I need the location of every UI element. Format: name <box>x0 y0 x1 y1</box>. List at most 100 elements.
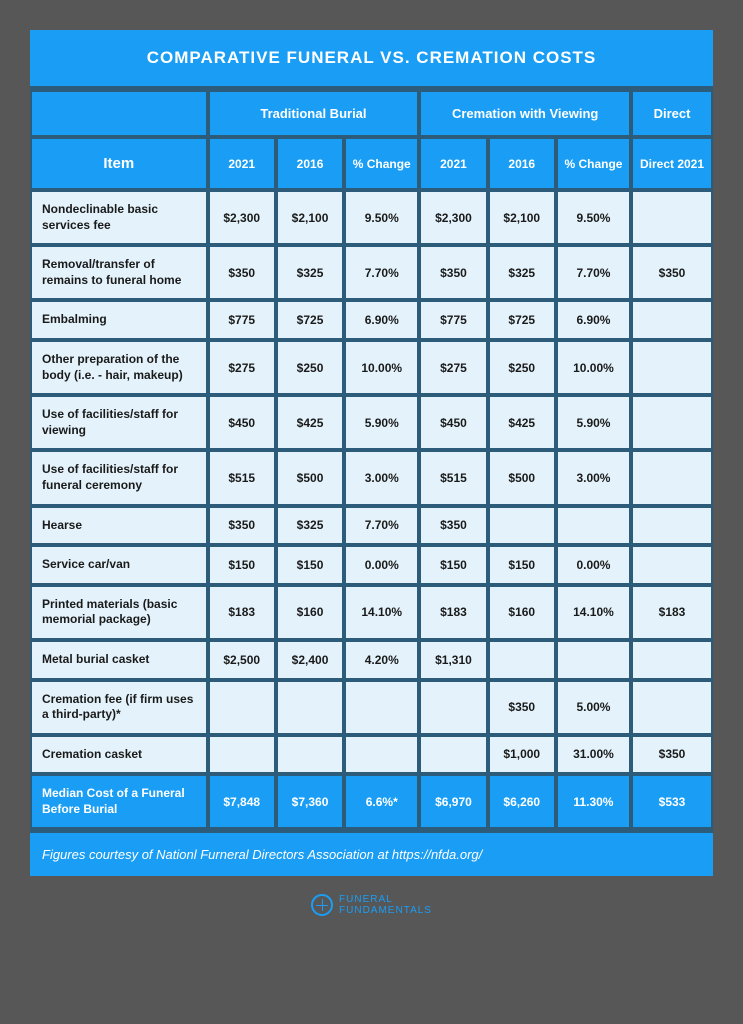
value-cell: $350 <box>488 680 556 735</box>
value-cell: $160 <box>276 585 344 640</box>
value-cell: 7.70% <box>344 245 419 300</box>
item-cell: Use of facilities/staff for viewing <box>30 395 208 450</box>
col-header-cv-2021: 2021 <box>419 137 487 190</box>
group-header-row: Traditional Burial Cremation with Viewin… <box>30 90 713 137</box>
value-cell: $725 <box>276 300 344 340</box>
total-row: Median Cost of a Funeral Before Burial$7… <box>30 774 713 829</box>
table-row: Nondeclinable basic services fee$2,300$2… <box>30 190 713 245</box>
source-note-text: Figures courtesy of Nationl Furneral Dir… <box>42 847 482 862</box>
value-cell: $250 <box>488 340 556 395</box>
value-cell: $500 <box>488 450 556 505</box>
value-cell: $150 <box>488 545 556 585</box>
value-cell <box>208 735 276 775</box>
value-cell: 5.90% <box>344 395 419 450</box>
table-row: Removal/transfer of remains to funeral h… <box>30 245 713 300</box>
value-cell: $2,100 <box>276 190 344 245</box>
table-row: Metal burial casket$2,500$2,4004.20%$1,3… <box>30 640 713 680</box>
value-cell: 7.70% <box>556 245 631 300</box>
value-cell: $350 <box>631 245 713 300</box>
item-cell: Metal burial casket <box>30 640 208 680</box>
value-cell <box>344 735 419 775</box>
footer-logo: FUNERAL FUNDAMENTALS <box>30 876 713 916</box>
item-cell: Nondeclinable basic services fee <box>30 190 208 245</box>
item-cell: Cremation fee (if firm uses a third-part… <box>30 680 208 735</box>
total-value-cell: $7,360 <box>276 774 344 829</box>
col-header-direct: Direct 2021 <box>631 137 713 190</box>
value-cell: $775 <box>208 300 276 340</box>
value-cell: $250 <box>276 340 344 395</box>
col-header-cv-pct: % Change <box>556 137 631 190</box>
value-cell <box>556 506 631 546</box>
value-cell: $425 <box>488 395 556 450</box>
table-row: Use of facilities/staff for viewing$450$… <box>30 395 713 450</box>
value-cell <box>488 640 556 680</box>
value-cell: $775 <box>419 300 487 340</box>
value-cell: 5.90% <box>556 395 631 450</box>
value-cell: $350 <box>208 245 276 300</box>
value-cell <box>276 680 344 735</box>
value-cell <box>631 506 713 546</box>
group-header-traditional: Traditional Burial <box>208 90 420 137</box>
value-cell <box>419 680 487 735</box>
table-row: Printed materials (basic memorial packag… <box>30 585 713 640</box>
total-value-cell: 11.30% <box>556 774 631 829</box>
value-cell: $2,100 <box>488 190 556 245</box>
value-cell: $500 <box>276 450 344 505</box>
value-cell: $515 <box>208 450 276 505</box>
group-header-direct: Direct <box>631 90 713 137</box>
table-row: Service car/van$150$1500.00%$150$1500.00… <box>30 545 713 585</box>
value-cell: $450 <box>419 395 487 450</box>
value-cell: 4.20% <box>344 640 419 680</box>
value-cell: $160 <box>488 585 556 640</box>
value-cell: 7.70% <box>344 506 419 546</box>
value-cell: $183 <box>631 585 713 640</box>
value-cell: 14.10% <box>344 585 419 640</box>
col-header-item: Item <box>30 137 208 190</box>
value-cell: $183 <box>208 585 276 640</box>
title-bar: COMPARATIVE FUNERAL VS. CREMATION COSTS <box>30 30 713 90</box>
value-cell <box>631 680 713 735</box>
value-cell: $425 <box>276 395 344 450</box>
value-cell <box>419 735 487 775</box>
value-cell: 0.00% <box>344 545 419 585</box>
table-row: Use of facilities/staff for funeral cere… <box>30 450 713 505</box>
item-cell: Embalming <box>30 300 208 340</box>
value-cell: $183 <box>419 585 487 640</box>
infographic-container: COMPARATIVE FUNERAL VS. CREMATION COSTS … <box>30 30 713 916</box>
value-cell: $150 <box>208 545 276 585</box>
logo-text: FUNERAL FUNDAMENTALS <box>339 894 432 916</box>
value-cell: $325 <box>276 245 344 300</box>
total-value-cell: $6,970 <box>419 774 487 829</box>
value-cell: 5.00% <box>556 680 631 735</box>
value-cell: $350 <box>208 506 276 546</box>
value-cell: $2,300 <box>419 190 487 245</box>
value-cell: $350 <box>419 506 487 546</box>
value-cell: 10.00% <box>556 340 631 395</box>
item-cell: Removal/transfer of remains to funeral h… <box>30 245 208 300</box>
value-cell: $275 <box>419 340 487 395</box>
value-cell <box>631 545 713 585</box>
item-cell: Other preparation of the body (i.e. - ha… <box>30 340 208 395</box>
value-cell: $2,400 <box>276 640 344 680</box>
value-cell: $1,000 <box>488 735 556 775</box>
value-cell: $450 <box>208 395 276 450</box>
value-cell: $150 <box>419 545 487 585</box>
value-cell: 3.00% <box>556 450 631 505</box>
value-cell: 9.50% <box>344 190 419 245</box>
col-header-cv-2016: 2016 <box>488 137 556 190</box>
total-value-cell: $7,848 <box>208 774 276 829</box>
total-item-cell: Median Cost of a Funeral Before Burial <box>30 774 208 829</box>
value-cell: $350 <box>419 245 487 300</box>
table-row: Embalming$775$7256.90%$775$7256.90% <box>30 300 713 340</box>
value-cell: $2,500 <box>208 640 276 680</box>
table-row: Hearse$350$3257.70%$350 <box>30 506 713 546</box>
value-cell: 10.00% <box>344 340 419 395</box>
total-value-cell: $533 <box>631 774 713 829</box>
item-cell: Service car/van <box>30 545 208 585</box>
value-cell: $725 <box>488 300 556 340</box>
total-value-cell: 6.6%* <box>344 774 419 829</box>
value-cell: $350 <box>631 735 713 775</box>
logo-line1: FUNERAL <box>339 894 393 905</box>
total-value-cell: $6,260 <box>488 774 556 829</box>
value-cell: $325 <box>276 506 344 546</box>
